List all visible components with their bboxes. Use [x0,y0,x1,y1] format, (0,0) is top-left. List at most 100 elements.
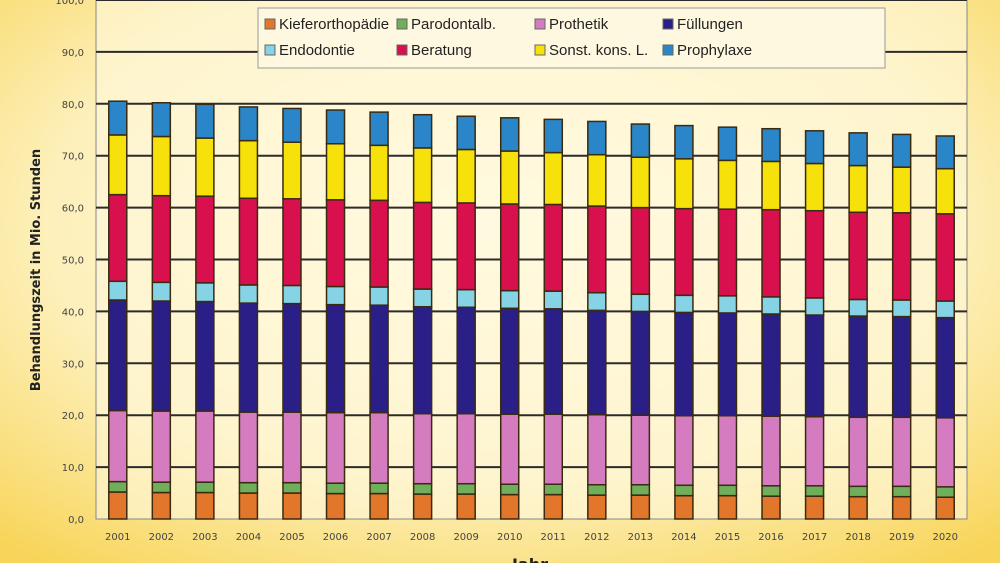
bar-segment [630,156,651,209]
bar-segment [674,207,694,297]
bar-segment [848,315,868,419]
bar-stack-2015 [717,126,738,520]
bar-segment [456,482,476,495]
x-tick-label: 2014 [671,532,696,543]
bar-segment [325,492,346,520]
bar-segment [108,100,128,136]
bar-segment [674,494,694,520]
bar-segment [674,414,694,487]
bar-segment [151,300,172,412]
bar-segment [499,289,520,310]
legend-item: Prophylaxe [662,42,752,59]
bar-segment [238,492,259,520]
bar-segment [195,195,215,284]
bar-segment [935,486,955,498]
y-axis-ticks: 0,0 10,0 20,0 30,0 40,0 50,0 60,0 70,0 80,0 90,0 1… [55,0,84,526]
y-tick-label: 20,0 [62,411,84,422]
legend-label: Beratung [411,42,472,59]
bar-segment [282,411,302,484]
bar-segment [282,302,302,413]
bar-segment [717,312,738,417]
x-tick-label: 2017 [802,532,827,543]
bar-segment [674,484,694,497]
bar-segment [412,147,433,204]
bar-segment [325,199,346,288]
legend-label: Sonst. kons. L. [549,42,648,59]
bar-segment [369,482,389,495]
bar-segment [325,143,346,201]
bar-segment [587,120,607,156]
bar-segment [412,305,433,415]
y-tick-label: 30,0 [62,359,84,370]
bar-stack-2020 [935,135,955,520]
legend-label: Endodontie [279,42,355,59]
x-axis-ticks: 2001 2002 2003 2004 2005 2006 2007 2008 2009 2010… [105,532,958,543]
bar-segment [282,107,302,143]
bar-segment [108,491,128,520]
bar-segment [717,484,738,497]
legend-swatch [534,18,546,30]
bar-segment [108,409,128,483]
y-tick-label: 90,0 [62,48,84,59]
bar-segment [543,151,564,206]
bar-segment [151,102,172,138]
x-tick-label: 2011 [541,532,566,543]
bar-segment [325,411,346,484]
bar-segment [935,300,955,319]
bar-segment [282,284,302,305]
bar-segment [848,132,868,167]
legend-item: Endodontie [264,42,355,59]
bar-segment [499,117,520,152]
x-tick-label: 2001 [105,532,130,543]
y-tick-label: 10,0 [62,463,84,474]
x-tick-label: 2016 [758,532,783,543]
bar-stack-2004 [238,106,259,520]
bar-segment [325,285,346,306]
bar-stack-2006 [325,109,346,520]
bar-segment [195,491,215,520]
legend-label: Kieferorthopädie [279,16,389,33]
bar-segment [238,197,259,286]
bar-segment [761,296,781,315]
bar-segment [151,281,172,302]
x-tick-label: 2005 [279,532,304,543]
bar-segment [238,106,259,142]
bar-stack-2010 [499,117,520,520]
bar-segment [587,205,607,294]
bar-segment [151,135,172,197]
bar-segment [369,111,389,147]
bar-segment [543,493,564,520]
bar-segment [717,414,738,487]
legend-item: Beratung [396,42,472,59]
bar-segment [935,167,955,215]
bar-stack-2013 [630,123,651,520]
bar-segment [630,310,651,416]
bar-segment [456,202,476,291]
bar-segment [761,208,781,298]
bar-segment [325,482,346,495]
bar-segment [151,410,172,483]
bar-segment [412,482,433,495]
bar-stack-2014 [674,124,694,520]
bar-segment [543,290,564,310]
bar-segment [543,413,564,485]
bar-segment [195,481,215,494]
bar-segment [282,198,302,287]
bar-segment [804,485,825,497]
bar-segment [630,414,651,486]
x-tick-label: 2019 [889,532,914,543]
bar-segment [499,307,520,415]
bar-segment [891,495,912,520]
bar-segment [238,139,259,200]
bar-segment [369,144,389,202]
bar-segment [369,492,389,520]
bar-segment [108,480,128,493]
bar-segment [456,288,476,308]
bar-segment [238,302,259,413]
legend-label: Parodontalb. [411,16,496,33]
bar-segment [891,315,912,419]
bar-segment [848,298,868,317]
bar-stack-2002 [151,102,172,520]
legend-swatch [662,18,674,30]
bar-segment [282,492,302,520]
